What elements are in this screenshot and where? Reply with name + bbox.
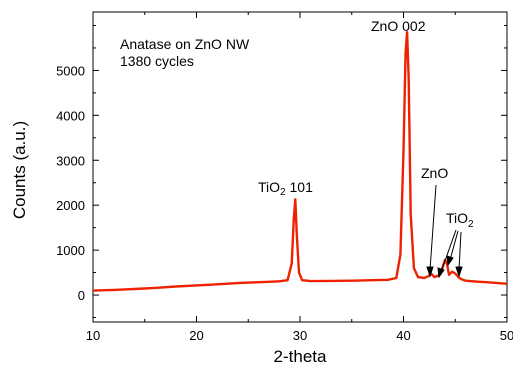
arrow-zno-head: [426, 266, 434, 278]
arrow-tio2-b: [449, 230, 459, 261]
peak-label-tio2-sub: 2: [468, 219, 474, 230]
x-tick-label-50: 50: [500, 328, 513, 343]
arrow-tio2-c-head: [455, 266, 463, 278]
x-axis-title: 2-theta: [274, 347, 327, 366]
x-tick-label-20: 20: [189, 328, 203, 343]
peak-label-tio2-base: TiO: [446, 210, 468, 226]
peak-label-zno: ZnO: [421, 165, 448, 181]
y-tick-label-4000: 4000: [56, 108, 85, 123]
peak-label-tio2-101: TiO2 101: [258, 179, 313, 198]
arrow-tio2-a: [440, 229, 457, 273]
peak-label-zno-002: ZnO 002: [371, 18, 426, 34]
arrow-tio2-a-head: [437, 267, 445, 279]
series-line-0: [92, 31, 508, 292]
y-axis-title: Counts (a.u.): [10, 121, 29, 219]
arrow-zno: [429, 184, 437, 271]
y-tick-label-5000: 5000: [56, 63, 85, 78]
x-tick-label-30: 30: [293, 328, 307, 343]
peak-label-tio2: TiO2: [446, 210, 474, 230]
y-tick-label-2000: 2000: [56, 198, 85, 213]
plot-area: 10 20 30 40 50 0 1000 2000 3000 4000 5000: [56, 11, 513, 343]
peak-label-tio2-101-suffix: 101: [286, 179, 313, 195]
peak-label-tio2-101-sub: 2: [280, 187, 286, 198]
arrow-tio2-b-head: [446, 255, 454, 267]
sample-label-line-2: 1380 cycles: [120, 53, 194, 69]
arrow-tio2-c: [458, 231, 462, 271]
y-tick-label-1000: 1000: [56, 243, 85, 258]
y-tick-label-3000: 3000: [56, 153, 85, 168]
x-tick-label-40: 40: [396, 328, 410, 343]
x-tick-label-10: 10: [86, 328, 100, 343]
sample-label-line-1: Anatase on ZnO NW: [120, 36, 250, 52]
peak-label-tio2-101-base: TiO: [258, 179, 280, 195]
annotation-arrows: [426, 184, 463, 279]
y-tick-label-0: 0: [78, 288, 85, 303]
